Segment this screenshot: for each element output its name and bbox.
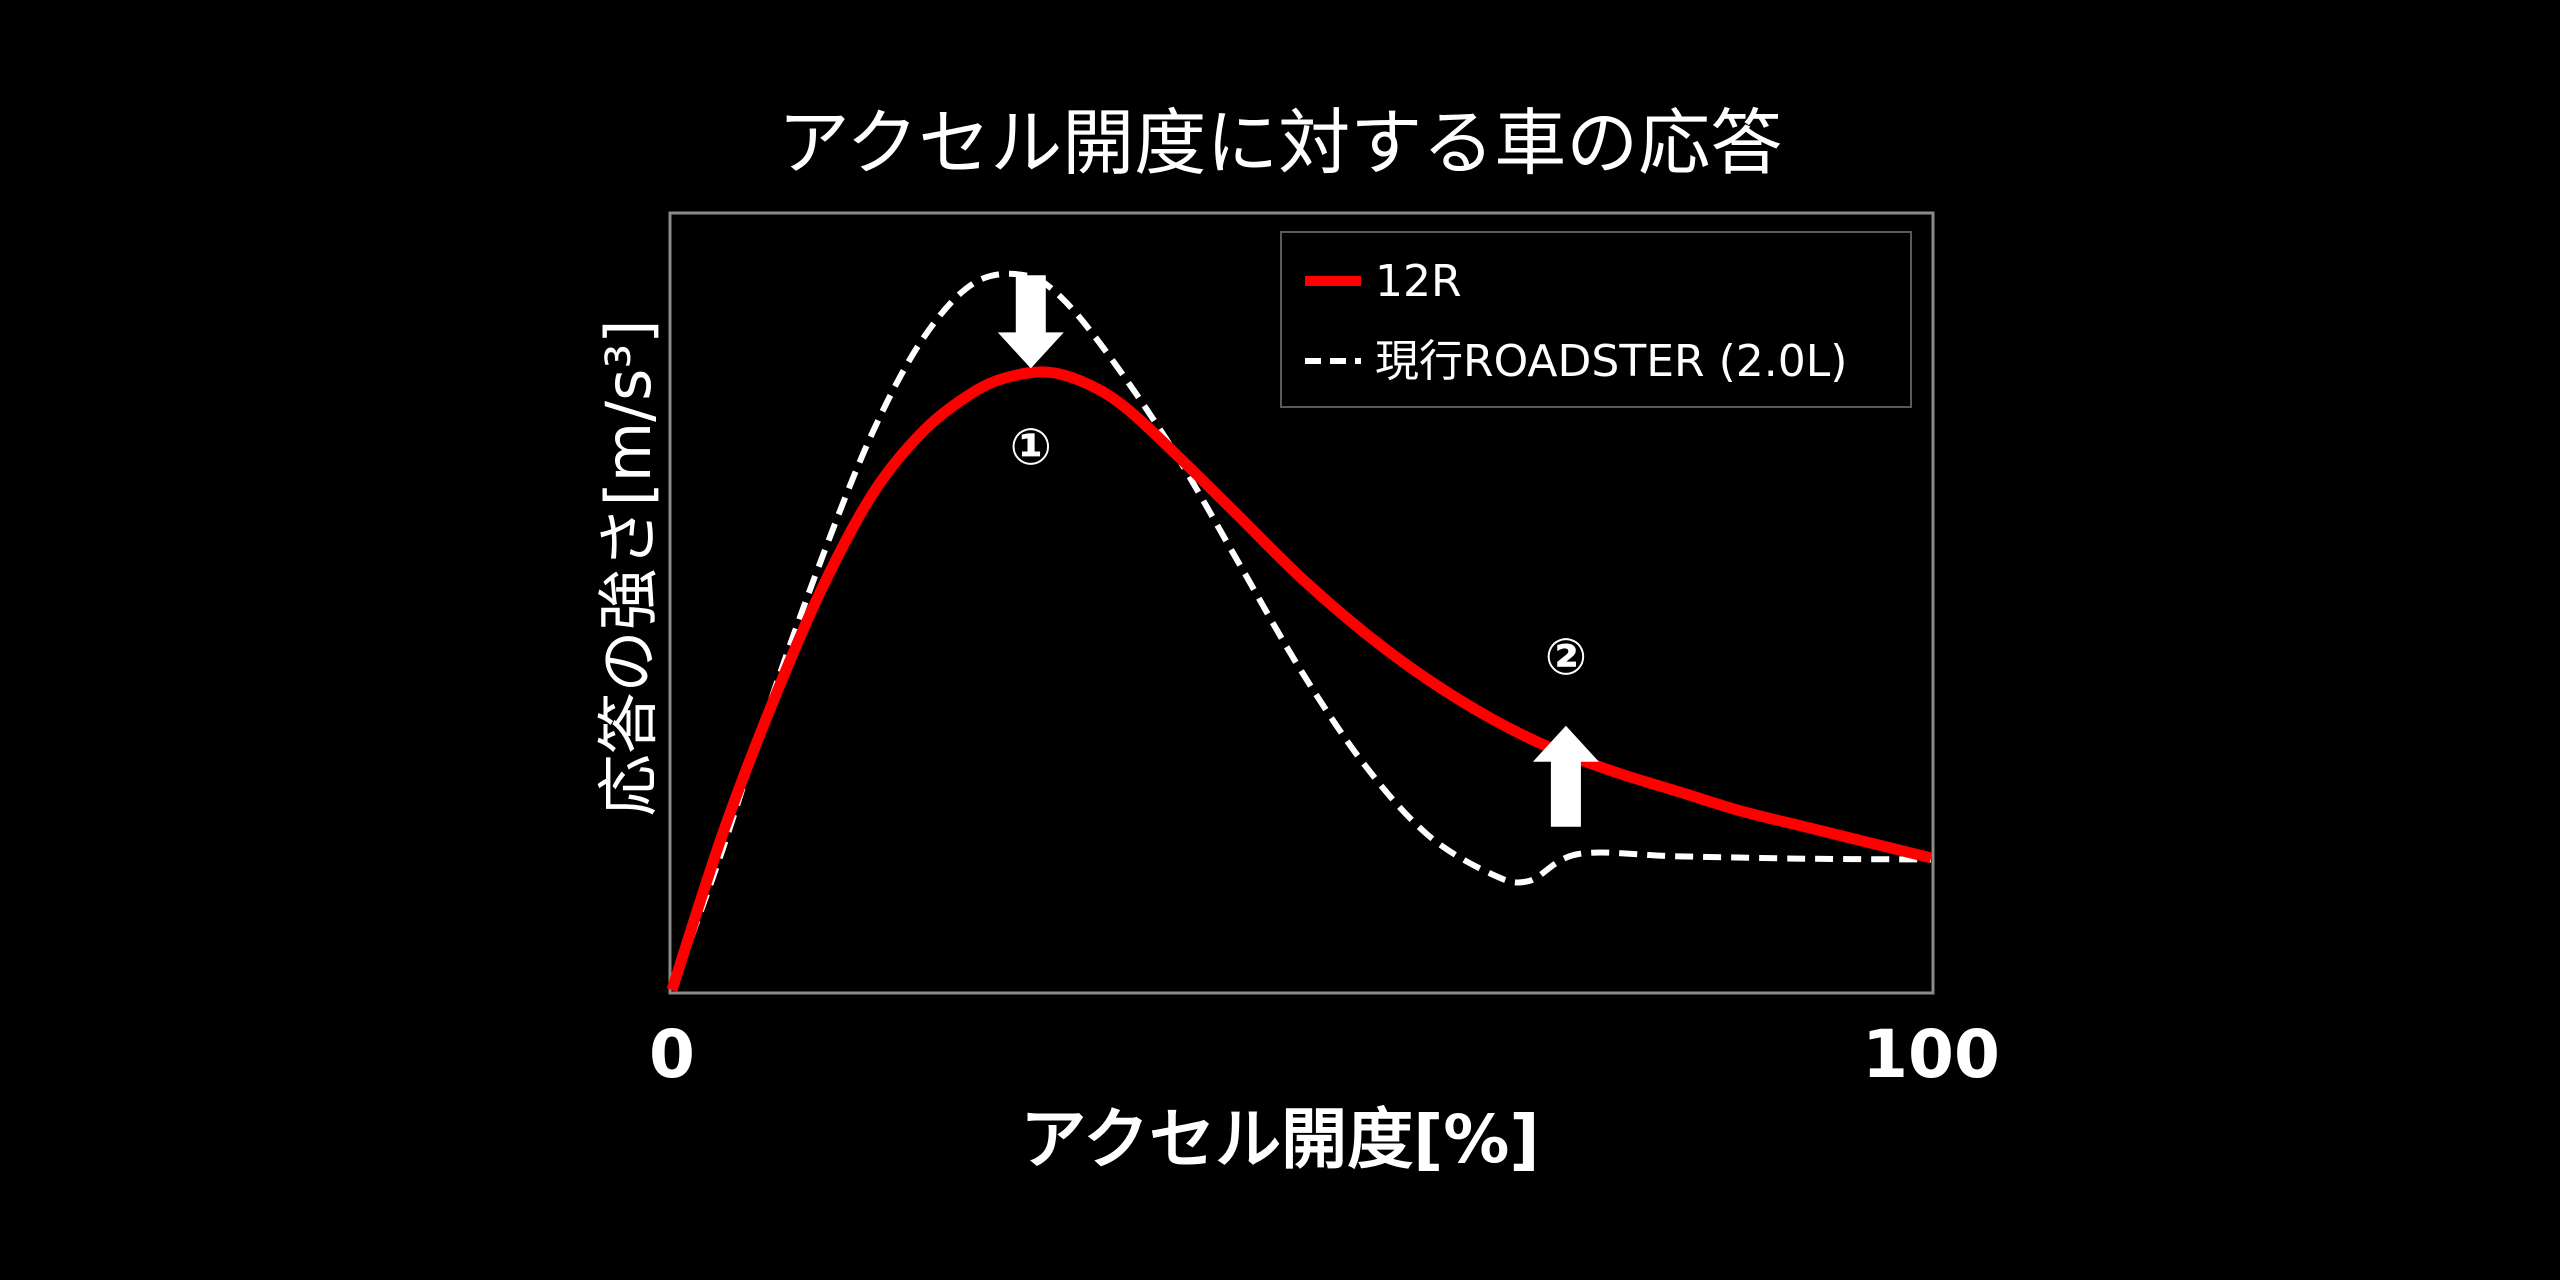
series-line-12r — [666, 366, 1933, 992]
legend-label-12r: 12R — [1375, 256, 1462, 307]
legend-label-roadster: 現行ROADSTER (2.0L) — [1375, 336, 1847, 387]
y-axis-label: 応答の強さ[m/s³] — [592, 320, 665, 817]
plot-frame — [668, 211, 1935, 995]
chart-title: アクセル開度に対する車の応答 — [778, 101, 1782, 185]
annotation-arrow-2 — [1532, 725, 1599, 827]
series-layer — [666, 270, 1933, 992]
legend-box — [1280, 231, 1912, 408]
annotation-arrow-1 — [997, 275, 1064, 369]
x-axis-label: アクセル開度[%] — [1020, 1101, 1539, 1178]
annotation-layer: ①② — [997, 275, 1599, 827]
legend: 12R 現行ROADSTER (2.0L) — [1280, 231, 1912, 408]
x-tick-0: 0 — [649, 1016, 695, 1093]
x-tick-100: 100 — [1862, 1016, 2000, 1093]
annotation-label-1: ① — [1010, 418, 1052, 476]
annotation-label-2: ② — [1545, 628, 1587, 686]
